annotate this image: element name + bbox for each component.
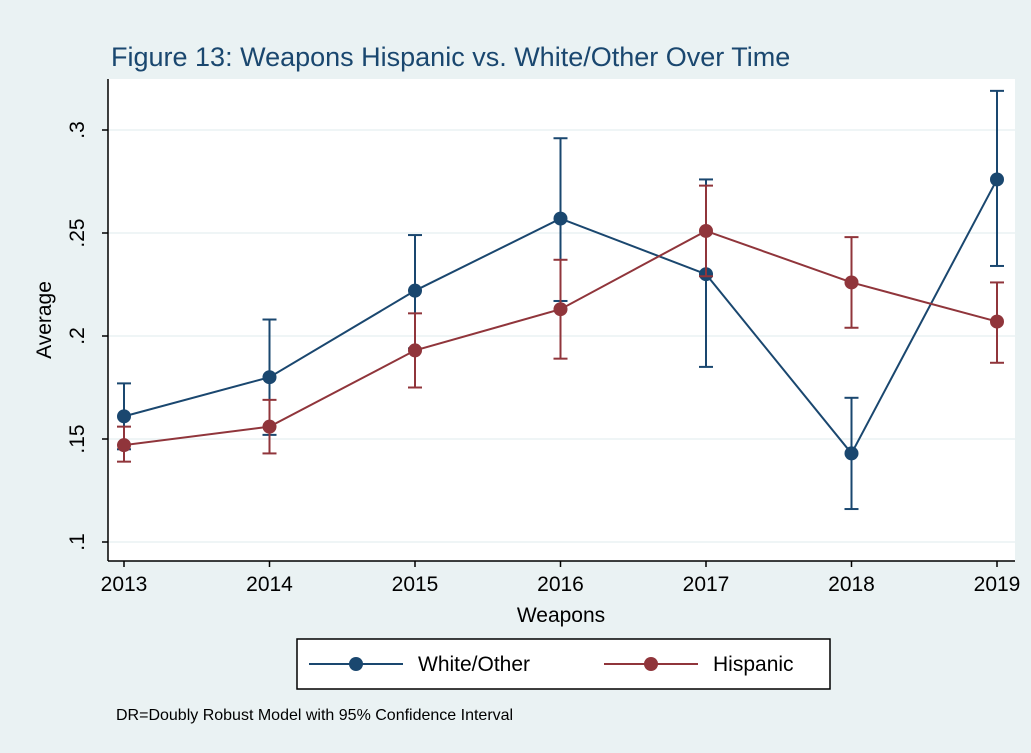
point-white-other-2013 — [117, 409, 131, 424]
chart-title: Figure 13: Weapons Hispanic vs. White/Ot… — [111, 42, 790, 72]
x-tick-label-4: 2017 — [683, 573, 730, 596]
point-white-other-2019 — [990, 172, 1004, 187]
chart-note: DR=Doubly Robust Model with 95% Confiden… — [116, 707, 513, 724]
y-tick-label-1: .15 — [66, 424, 89, 453]
point-hispanic-2018 — [844, 275, 859, 290]
y-tick-label-3: .25 — [66, 218, 89, 247]
legend-marker-hispanic — [644, 657, 658, 671]
x-tick-label-3: 2016 — [537, 573, 584, 596]
series-white-other — [117, 89, 1004, 511]
y-tick-label-0: .1 — [66, 533, 89, 551]
point-hispanic-2015 — [408, 343, 422, 358]
legend-label-white-other: White/Other — [418, 653, 530, 676]
x-tick-label-1: 2014 — [246, 573, 293, 596]
point-white-other-2018 — [844, 446, 859, 461]
axes: .1 .15 .2 .25 .3 2013 2014 2015 2016 2017 2018 2019 — [66, 79, 1020, 596]
point-hispanic-2017 — [699, 223, 713, 238]
legend-label-hispanic: Hispanic — [713, 653, 794, 676]
legend: White/Other Hispanic — [296, 638, 831, 690]
y-axis-label: Average — [33, 281, 56, 359]
point-white-other-2015 — [408, 283, 422, 298]
legend-marker-white-other — [349, 657, 363, 671]
point-white-other-2016 — [553, 211, 568, 226]
point-white-other-2014 — [262, 370, 277, 385]
point-hispanic-2013 — [117, 438, 131, 453]
x-tick-label-0: 2013 — [101, 573, 148, 596]
x-tick-label-5: 2018 — [828, 573, 875, 596]
y-tick-label-4: .3 — [66, 121, 89, 139]
point-hispanic-2019 — [990, 314, 1004, 329]
x-tick-label-2: 2015 — [392, 573, 439, 596]
y-tick-label-2: .2 — [66, 327, 89, 345]
point-hispanic-2014 — [262, 419, 277, 434]
point-hispanic-2016 — [553, 302, 568, 317]
series-hispanic — [117, 184, 1004, 463]
x-axis-label: Weapons — [517, 604, 605, 627]
x-tick-label-6: 2019 — [974, 573, 1021, 596]
series-layer — [117, 89, 1004, 511]
